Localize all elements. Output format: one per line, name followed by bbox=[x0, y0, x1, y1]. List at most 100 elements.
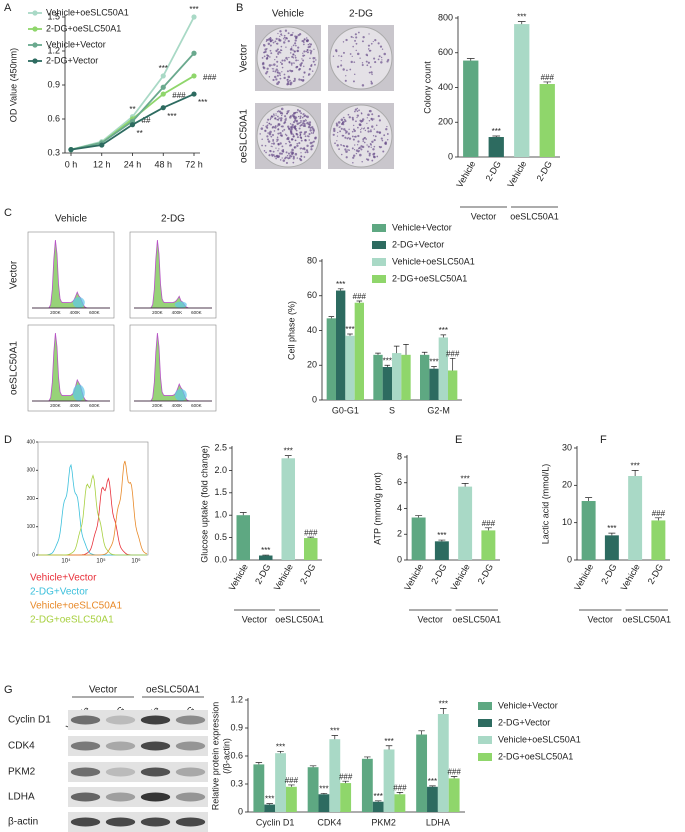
colony bbox=[302, 119, 306, 123]
colony bbox=[276, 65, 278, 67]
error-bar bbox=[492, 135, 501, 138]
error-bar bbox=[331, 735, 339, 740]
bar bbox=[394, 794, 406, 812]
error-bar bbox=[440, 334, 447, 338]
colony bbox=[274, 117, 277, 120]
significance: *** bbox=[439, 326, 448, 335]
colony bbox=[299, 124, 302, 127]
colony bbox=[336, 144, 339, 147]
blot-band bbox=[140, 817, 171, 827]
bar bbox=[437, 714, 449, 812]
overlay-legend-label: Vehicle+oeSLC50A1 bbox=[30, 601, 122, 612]
y-tick-label: 600 bbox=[438, 47, 453, 57]
column-label: Vehicle bbox=[272, 9, 305, 20]
y-tick-label: 0.0 bbox=[214, 554, 227, 564]
colony bbox=[377, 58, 380, 61]
colony bbox=[266, 124, 269, 126]
colony bbox=[278, 38, 280, 40]
colony bbox=[368, 71, 371, 74]
colony bbox=[269, 44, 272, 47]
colony bbox=[280, 107, 284, 111]
y-tick-label: 400 bbox=[438, 82, 453, 92]
colony bbox=[350, 35, 353, 38]
colony bbox=[302, 40, 305, 42]
colony bbox=[263, 43, 265, 46]
error-bar bbox=[307, 536, 315, 539]
blot-band bbox=[175, 715, 206, 725]
error-bar bbox=[284, 455, 292, 459]
significance: *** bbox=[330, 727, 339, 736]
colony bbox=[281, 125, 284, 128]
legend-label: 2-DG+oeSLC50A1 bbox=[392, 273, 467, 283]
row-label: CDK4 bbox=[8, 741, 35, 752]
error-bar bbox=[543, 81, 552, 85]
colony bbox=[372, 40, 374, 43]
blot-band bbox=[175, 767, 206, 777]
colony bbox=[361, 118, 365, 121]
significance: *** bbox=[439, 700, 448, 709]
error-bar bbox=[384, 364, 391, 367]
colony bbox=[296, 136, 299, 139]
colony bbox=[370, 80, 373, 83]
colony bbox=[264, 144, 267, 147]
colony bbox=[296, 142, 298, 145]
significance: *** bbox=[607, 524, 616, 533]
y-tick-label: 1.5 bbox=[214, 487, 227, 497]
y-tick-label: 0.3 bbox=[47, 147, 60, 157]
colony bbox=[370, 129, 372, 131]
significance: *** bbox=[384, 737, 393, 746]
colony bbox=[290, 138, 294, 141]
colony bbox=[294, 39, 297, 42]
colony bbox=[311, 126, 314, 129]
colony bbox=[374, 38, 377, 42]
colony bbox=[380, 146, 383, 148]
significance: *** bbox=[383, 356, 392, 365]
colony bbox=[299, 117, 302, 120]
overlay-y-tick-label: 200 bbox=[27, 496, 36, 502]
colony bbox=[351, 135, 354, 138]
colony bbox=[336, 135, 339, 137]
colony bbox=[355, 152, 358, 155]
colony bbox=[281, 66, 284, 69]
legend-swatch bbox=[372, 258, 386, 266]
colony bbox=[285, 134, 288, 137]
colony bbox=[372, 118, 375, 120]
colony bbox=[371, 119, 374, 121]
colony bbox=[286, 70, 289, 73]
colony bbox=[369, 49, 372, 52]
colony bbox=[287, 125, 290, 128]
bar bbox=[259, 555, 273, 560]
colony bbox=[284, 157, 287, 160]
bar bbox=[438, 337, 448, 400]
histogram-tick-label: 200K bbox=[50, 403, 61, 408]
colony bbox=[298, 157, 302, 160]
colony bbox=[284, 133, 287, 136]
colony bbox=[371, 73, 373, 76]
colony bbox=[354, 135, 356, 138]
colony bbox=[382, 150, 385, 153]
y-axis-label: Relative protein expression bbox=[210, 702, 220, 811]
colony bbox=[266, 126, 269, 129]
colony bbox=[268, 154, 271, 157]
colony bbox=[310, 52, 312, 55]
colony bbox=[308, 132, 311, 136]
colony bbox=[300, 112, 302, 115]
colony bbox=[345, 38, 348, 42]
colony bbox=[285, 142, 287, 145]
colony bbox=[270, 135, 273, 138]
row-label: Cyclin D1 bbox=[8, 715, 51, 726]
colony bbox=[276, 42, 279, 45]
colony bbox=[356, 114, 360, 117]
colony bbox=[302, 41, 305, 43]
colony bbox=[292, 161, 295, 164]
significance: ### bbox=[172, 91, 186, 100]
colony bbox=[292, 120, 296, 124]
colony bbox=[339, 126, 341, 128]
colony bbox=[287, 40, 290, 43]
colony bbox=[368, 110, 371, 112]
error-bar bbox=[396, 792, 404, 795]
y-tick-label: 20 bbox=[562, 480, 572, 490]
bar bbox=[373, 354, 383, 400]
colony bbox=[354, 108, 357, 111]
colony bbox=[348, 149, 350, 152]
